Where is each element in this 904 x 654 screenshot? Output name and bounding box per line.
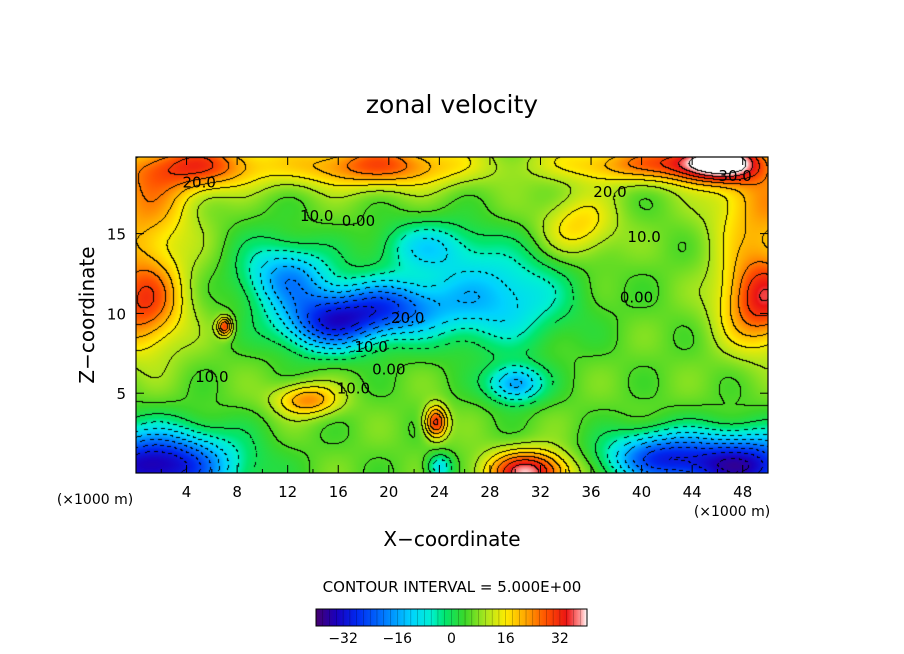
y-axis: 5 10 15 [107,226,768,403]
x-tick-label: 36 [581,483,600,501]
y-tick-label: 5 [116,385,126,403]
colorbar-tick-label: −16 [383,631,413,647]
y-tick-label: 10 [107,305,126,323]
contour-label: 10.0 [300,207,333,225]
contour-label: 0.00 [342,212,375,230]
x-tick-label: 48 [733,483,752,501]
x-tick-label: 40 [632,483,651,501]
x-tick-label: 12 [278,483,297,501]
colorbar-tick-label: −32 [328,631,358,647]
x-tick-label: 20 [379,483,398,501]
colorbar-tick-label: 0 [447,631,456,647]
colorbar-ticks: −32 −16 0 16 32 [328,631,568,647]
heatmap-field [136,157,768,473]
colorbar-separators [322,609,581,626]
contour-label: 20.0 [593,183,626,201]
plot-frame [135,156,769,474]
colorbar-tick-label: 32 [551,631,569,647]
colorbar-frame [315,608,588,627]
chart-title: zonal velocity [366,90,538,119]
colorbar: −32 −16 0 16 32 [315,608,588,647]
x-tick-label: 8 [232,483,242,501]
contour-label: 30.0 [718,167,751,185]
contour-label: 10.0 [337,379,370,397]
y-axis-label: Z−coordinate [75,246,99,383]
x-tick-label: 32 [531,483,550,501]
x-axis-label: X−coordinate [383,527,520,551]
x-axis-unit-right: (×1000 m) [694,504,770,520]
contour-label: 0.00 [620,288,653,306]
x-axis: 4 8 12 16 20 24 28 32 36 40 44 48 [160,157,752,501]
colorbar-tick-label: 16 [497,631,515,647]
x-tick-label: 16 [329,483,348,501]
contour-label: 20.0 [182,174,215,192]
x-tick-label: 44 [683,483,702,501]
contour-label: 20.0 [391,309,424,327]
contour-interval-text: CONTOUR INTERVAL = 5.000E+00 [323,578,582,596]
x-tick-label: 24 [430,483,449,501]
contour-label: 10.0 [354,338,387,356]
contour-label: 0.00 [372,360,405,378]
x-tick-label: 4 [182,483,192,501]
contour-label: 10.0 [195,368,228,386]
plot-area: 20.010.0 0.0020.030.010.00.0020.010.00.00… [135,156,769,474]
x-tick-label: 28 [480,483,499,501]
y-tick-label: 15 [107,226,126,244]
contour-labels: 20.010.0 0.0020.030.010.00.0020.010.00.00… [182,167,751,397]
contour-label: 10.0 [627,228,660,246]
x-axis-unit-left: (×1000 m) [57,492,133,508]
